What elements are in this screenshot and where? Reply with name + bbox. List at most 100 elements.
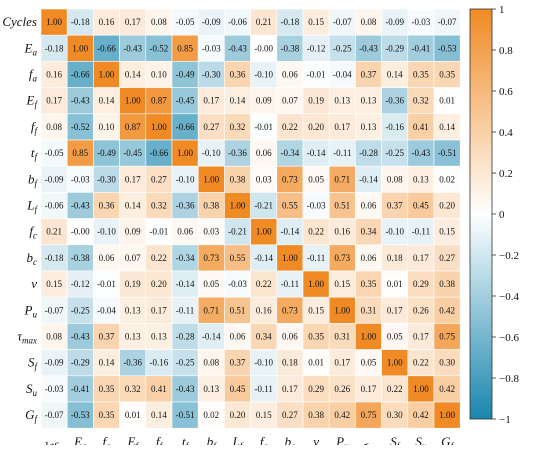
cell-value-label: -0.38 [71, 253, 90, 263]
heatmap-cell [66, 8, 94, 36]
cell-value-label: 1.00 [203, 174, 219, 184]
cell-value-label: 0.01 [439, 96, 455, 106]
heatmap-cell [224, 270, 251, 298]
cell-value-label: 0.17 [46, 96, 62, 106]
cell-value-label: 0.37 [387, 201, 403, 211]
row-label: Ea [24, 40, 38, 57]
heatmap-cell [433, 323, 461, 350]
cell-value-label: 0.07 [125, 253, 141, 263]
cell-value-label: -0.29 [71, 358, 90, 368]
cell-value-label: -0.04 [333, 70, 352, 80]
column-label: v [313, 434, 319, 445]
row-label: v [31, 276, 37, 291]
cell-value-label: -0.36 [123, 358, 142, 368]
cell-value-label: 0.05 [308, 174, 324, 184]
heatmap-cell [407, 296, 435, 324]
cell-value-label: -0.49 [97, 148, 116, 158]
colorbar-tick-label: −0.6 [499, 332, 519, 344]
cell-value-label: 0.07 [282, 96, 298, 106]
cell-value-label: 0.15 [46, 279, 62, 289]
cell-value-label: -0.66 [176, 122, 195, 132]
cell-value-label: 0.26 [334, 384, 350, 394]
cell-value-label: 1.00 [256, 227, 272, 237]
heatmap-cell [171, 34, 199, 62]
row-label: tf [31, 145, 39, 162]
cell-value-label: 1.00 [230, 201, 246, 211]
heatmap-cell [93, 349, 120, 377]
heatmap-cell [119, 349, 147, 377]
cell-value-label: 0.37 [230, 358, 246, 368]
heatmap-cell [93, 401, 120, 429]
cell-value-label: 0.10 [151, 70, 167, 80]
cell-value-label: -0.18 [281, 17, 300, 27]
cell-value-label: 0.02 [439, 174, 455, 184]
cell-value-label: -0.43 [71, 201, 90, 211]
cell-value-label: 0.30 [439, 358, 455, 368]
cell-value-label: 0.17 [282, 384, 298, 394]
column-label: fa [102, 434, 111, 445]
heatmap-cell [40, 139, 68, 167]
cell-value-label: 0.16 [334, 227, 350, 237]
heatmap-cell [433, 113, 461, 141]
cell-value-label: 0.09 [125, 227, 141, 237]
heatmap-cell [224, 113, 251, 141]
cell-value-label: -0.53 [71, 410, 90, 420]
cell-value-label: -0.00 [71, 227, 90, 237]
cell-value-label: -0.52 [150, 43, 169, 53]
cell-value-label: -0.25 [71, 305, 90, 315]
heatmap-cell [381, 113, 409, 141]
heatmap-cell [145, 139, 173, 167]
cell-value-label: 0.85 [72, 148, 88, 158]
cell-value-label: 0.19 [308, 96, 324, 106]
cell-value-label: 0.14 [99, 358, 115, 368]
column-label: ff [156, 434, 164, 445]
heatmap-cell [328, 192, 356, 219]
heatmap-cell [197, 401, 225, 429]
heatmap-cell [197, 323, 225, 350]
heatmap-cell [197, 139, 225, 167]
heatmap-cell [328, 113, 356, 141]
heatmap-cell [93, 192, 120, 219]
heatmap-cell [171, 296, 199, 324]
cell-value-label: -0.07 [45, 410, 64, 420]
cell-value-label: -0.38 [281, 43, 300, 53]
cell-value-label: 1.00 [125, 96, 141, 106]
cell-value-label: -0.03 [202, 43, 221, 53]
heatmap-cell [171, 375, 199, 403]
cell-value-label: 1.00 [282, 253, 298, 263]
cell-value-label: -0.09 [202, 17, 221, 27]
heatmap-cell [66, 113, 94, 141]
cell-value-label: 0.13 [361, 96, 377, 106]
row-label: bc [27, 250, 38, 267]
cell-value-label: 0.01 [308, 358, 324, 368]
cell-value-label: -0.43 [412, 148, 431, 158]
cell-value-label: 0.14 [125, 201, 141, 211]
heatmap-cell [407, 218, 435, 246]
cell-value-label: -0.04 [97, 305, 116, 315]
heatmap-cell [302, 375, 330, 403]
heatmap-cell [145, 244, 173, 272]
heatmap-cell [66, 349, 94, 377]
heatmap-cell [171, 192, 199, 219]
cell-value-label: -0.34 [176, 253, 195, 263]
heatmap-cell [328, 401, 356, 429]
cell-value-label: -0.14 [202, 332, 221, 342]
heatmap-cell [224, 61, 251, 88]
heatmap-cell [302, 192, 330, 219]
cell-value-label: -0.34 [281, 148, 300, 158]
cell-value-label: -0.43 [359, 43, 378, 53]
heatmap-cell [407, 113, 435, 141]
heatmap-cell [407, 192, 435, 219]
cell-value-label: -0.25 [176, 358, 195, 368]
cell-value-label: 0.22 [256, 279, 272, 289]
heatmap-cell [171, 270, 199, 298]
heatmap-cell [224, 401, 251, 429]
cell-value-label: -0.03 [307, 201, 326, 211]
cell-value-label: 0.22 [308, 227, 324, 237]
column-label: Ea [73, 434, 87, 445]
cell-value-label: 0.34 [361, 227, 377, 237]
row-label: FT Cycles [0, 14, 37, 29]
heatmap-cell [197, 61, 225, 88]
cell-value-label: 1.00 [46, 17, 62, 27]
heatmap-cell [250, 349, 278, 377]
